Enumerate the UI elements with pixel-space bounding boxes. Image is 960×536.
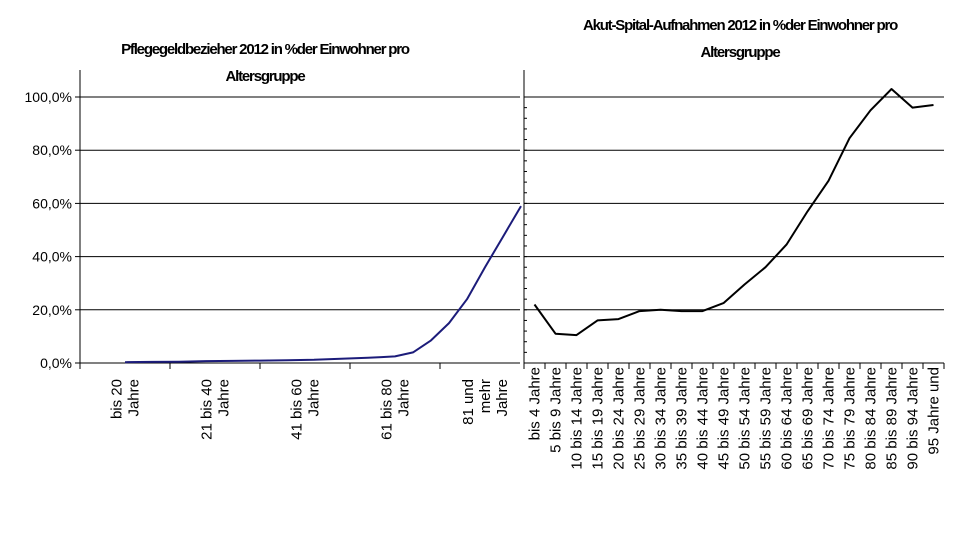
left-x-tick-label: Jahre bbox=[216, 379, 233, 417]
right-x-tick-label: 25 bis 29 Jahre bbox=[632, 367, 649, 470]
left-x-tick-label: mehr bbox=[477, 379, 494, 413]
right-x-tick-label: 85 bis 89 Jahre bbox=[884, 367, 901, 470]
left-x-tick-label: 21 bis 40 bbox=[199, 379, 216, 440]
right-x-tick-label: 30 bis 34 Jahre bbox=[653, 367, 670, 470]
right-x-tick-label: 60 bis 64 Jahre bbox=[779, 367, 796, 470]
left-y-tick-label: 0,0% bbox=[40, 355, 72, 371]
right-x-tick-label: 90 bis 94 Jahre bbox=[905, 367, 922, 470]
left-chart-title: Pflegegeldbezieher 2012 in %der Einwohne… bbox=[121, 41, 410, 85]
left-x-tick-label: Jahre bbox=[396, 379, 413, 417]
left-y-tick-label: 20,0% bbox=[32, 302, 72, 318]
left-x-tick-label: Jahre bbox=[306, 379, 323, 417]
right-series-line bbox=[533, 88, 934, 337]
right-x-tick-label: 95 Jahre und bbox=[926, 367, 943, 455]
right-x-tick-label: bis 4 Jahre bbox=[527, 367, 544, 440]
left-x-tick-label: Jahre bbox=[126, 379, 143, 417]
left-y-tick-label: 80,0% bbox=[32, 142, 72, 158]
left-x-label-group: 21 bis 40 Jahre bbox=[199, 379, 233, 440]
left-y-tick-label: 60,0% bbox=[32, 195, 72, 211]
right-x-tick-label: 40 bis 44 Jahre bbox=[695, 367, 712, 470]
right-x-tick-label: 45 bis 49 Jahre bbox=[716, 367, 733, 470]
left-x-tick-label: 61 bis 80 bbox=[379, 379, 396, 440]
left-x-label-group: 41 bis 60 Jahre bbox=[289, 379, 323, 440]
left-x-tick-label: 41 bis 60 bbox=[289, 379, 306, 440]
right-x-tick-label: 70 bis 74 Jahre bbox=[821, 367, 838, 470]
left-x-label-group: 81 und mehr Jahre bbox=[460, 379, 511, 425]
left-y-tick-label: 100,0% bbox=[25, 89, 72, 105]
right-x-tick-label: 15 bis 19 Jahre bbox=[590, 367, 607, 470]
right-x-tick-label: 55 bis 59 Jahre bbox=[758, 367, 775, 470]
right-x-tick-label: 20 bis 24 Jahre bbox=[611, 367, 628, 470]
right-x-tick-label: 5 bis 9 Jahre bbox=[548, 367, 565, 453]
right-x-tick-label: 75 bis 79 Jahre bbox=[842, 367, 859, 470]
right-x-tick-label: 10 bis 14 Jahre bbox=[569, 367, 586, 470]
left-series-line bbox=[124, 205, 522, 364]
left-x-label-group: bis 20 Jahre bbox=[109, 379, 143, 419]
left-y-tick-label: 40,0% bbox=[32, 249, 72, 265]
right-x-tick-label: 50 bis 54 Jahre bbox=[737, 367, 754, 470]
left-x-tick-label: 81 und bbox=[460, 379, 477, 425]
left-x-tick-label: bis 20 bbox=[109, 379, 126, 419]
left-x-label-group: 61 bis 80 Jahre bbox=[379, 379, 413, 440]
right-x-tick-label: 65 bis 69 Jahre bbox=[800, 367, 817, 470]
right-chart-title: Akut-Spital-Aufnahmen 2012 in %der Einwo… bbox=[582, 17, 898, 61]
left-x-tick-label: Jahre bbox=[494, 379, 511, 417]
right-x-tick-label: 80 bis 84 Jahre bbox=[863, 367, 880, 470]
right-x-tick-label: 35 bis 39 Jahre bbox=[674, 367, 691, 470]
